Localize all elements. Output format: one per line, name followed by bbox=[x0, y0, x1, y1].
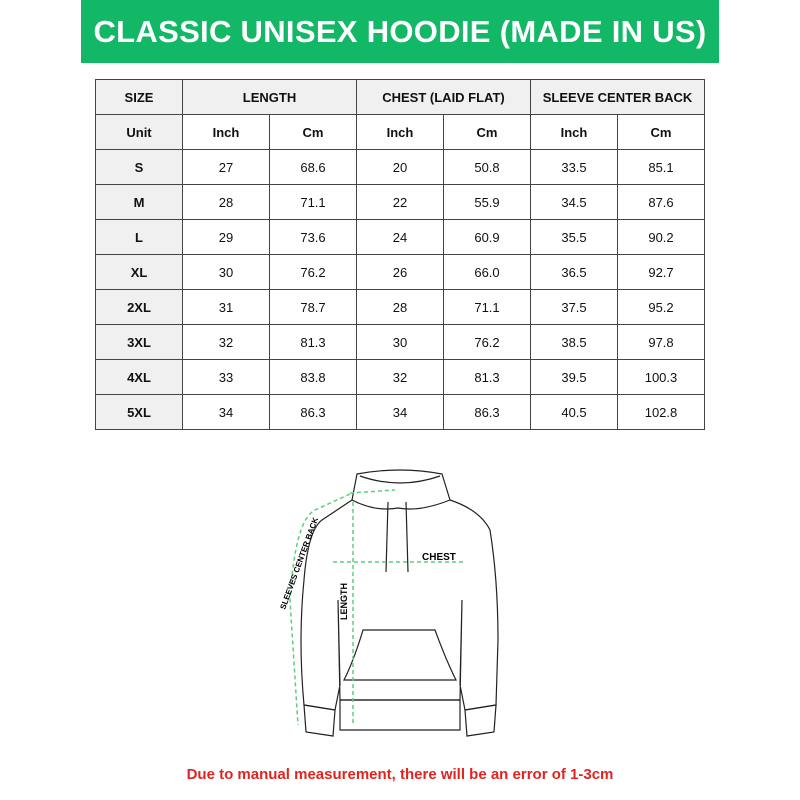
value-cell: 100.3 bbox=[617, 359, 705, 395]
measure-lines bbox=[289, 489, 463, 726]
size-cell: L bbox=[95, 219, 183, 255]
unit-cm: Cm bbox=[269, 114, 357, 150]
value-cell: 32 bbox=[356, 359, 444, 395]
size-cell: 3XL bbox=[95, 324, 183, 360]
title-banner: CLASSIC UNISEX HOODIE (MADE IN US) bbox=[81, 0, 719, 63]
value-cell: 22 bbox=[356, 184, 444, 220]
value-cell: 35.5 bbox=[530, 219, 618, 255]
unit-label: Unit bbox=[95, 114, 183, 150]
value-cell: 60.9 bbox=[443, 219, 531, 255]
value-cell: 102.8 bbox=[617, 394, 705, 430]
value-cell: 38.5 bbox=[530, 324, 618, 360]
chest-label: CHEST bbox=[422, 552, 456, 563]
value-cell: 33 bbox=[182, 359, 270, 395]
value-cell: 86.3 bbox=[269, 394, 357, 430]
size-cell: 2XL bbox=[95, 289, 183, 325]
table-row: S 27 68.6 20 50.8 33.5 85.1 bbox=[95, 149, 705, 185]
table-row: 2XL 31 78.7 28 71.1 37.5 95.2 bbox=[95, 289, 705, 325]
value-cell: 73.6 bbox=[269, 219, 357, 255]
value-cell: 86.3 bbox=[443, 394, 531, 430]
value-cell: 30 bbox=[182, 254, 270, 290]
value-cell: 95.2 bbox=[617, 289, 705, 325]
value-cell: 34.5 bbox=[530, 184, 618, 220]
value-cell: 68.6 bbox=[269, 149, 357, 185]
value-cell: 29 bbox=[182, 219, 270, 255]
value-cell: 34 bbox=[182, 394, 270, 430]
value-cell: 33.5 bbox=[530, 149, 618, 185]
table-row: 4XL 33 83.8 32 81.3 39.5 100.3 bbox=[95, 359, 705, 395]
value-cell: 85.1 bbox=[617, 149, 705, 185]
size-cell: M bbox=[95, 184, 183, 220]
value-cell: 76.2 bbox=[269, 254, 357, 290]
value-cell: 71.1 bbox=[269, 184, 357, 220]
table-row: L 29 73.6 24 60.9 35.5 90.2 bbox=[95, 219, 705, 255]
table-row: 5XL 34 86.3 34 86.3 40.5 102.8 bbox=[95, 394, 705, 430]
value-cell: 40.5 bbox=[530, 394, 618, 430]
size-cell: S bbox=[95, 149, 183, 185]
unit-inch: Inch bbox=[182, 114, 270, 150]
hoodie-outline bbox=[300, 469, 499, 737]
header-sleeve: SLEEVE CENTER BACK bbox=[530, 79, 705, 115]
sleeve-label: SLEEVES CENTER BACK bbox=[278, 516, 320, 611]
header-length: LENGTH bbox=[182, 79, 357, 115]
page-title: CLASSIC UNISEX HOODIE (MADE IN US) bbox=[93, 13, 707, 49]
value-cell: 24 bbox=[356, 219, 444, 255]
value-cell: 83.8 bbox=[269, 359, 357, 395]
table-row: M 28 71.1 22 55.9 34.5 87.6 bbox=[95, 184, 705, 220]
value-cell: 37.5 bbox=[530, 289, 618, 325]
size-cell: 5XL bbox=[95, 394, 183, 430]
value-cell: 28 bbox=[182, 184, 270, 220]
value-cell: 20 bbox=[356, 149, 444, 185]
value-cell: 27 bbox=[182, 149, 270, 185]
hoodie-diagram: CHEST LENGTH SLEEVES CENTER BACK bbox=[278, 469, 499, 737]
table-row: 3XL 32 81.3 30 76.2 38.5 97.8 bbox=[95, 324, 705, 360]
unit-cm: Cm bbox=[443, 114, 531, 150]
value-cell: 76.2 bbox=[443, 324, 531, 360]
unit-inch: Inch bbox=[356, 114, 444, 150]
value-cell: 87.6 bbox=[617, 184, 705, 220]
unit-row: Unit Inch Cm Inch Cm Inch Cm bbox=[95, 114, 705, 150]
size-cell: XL bbox=[95, 254, 183, 290]
value-cell: 92.7 bbox=[617, 254, 705, 290]
value-cell: 97.8 bbox=[617, 324, 705, 360]
value-cell: 36.5 bbox=[530, 254, 618, 290]
table-row: XL 30 76.2 26 66.0 36.5 92.7 bbox=[95, 254, 705, 290]
value-cell: 90.2 bbox=[617, 219, 705, 255]
value-cell: 81.3 bbox=[269, 324, 357, 360]
value-cell: 81.3 bbox=[443, 359, 531, 395]
value-cell: 39.5 bbox=[530, 359, 618, 395]
measurement-note: Due to manual measurement, there will be… bbox=[186, 766, 614, 783]
value-cell: 55.9 bbox=[443, 184, 531, 220]
header-chest: CHEST (LAID FLAT) bbox=[356, 79, 531, 115]
value-cell: 31 bbox=[182, 289, 270, 325]
value-cell: 32 bbox=[182, 324, 270, 360]
header-size: SIZE bbox=[95, 79, 183, 115]
value-cell: 50.8 bbox=[443, 149, 531, 185]
value-cell: 34 bbox=[356, 394, 444, 430]
value-cell: 66.0 bbox=[443, 254, 531, 290]
value-cell: 28 bbox=[356, 289, 444, 325]
header-row: SIZE LENGTH CHEST (LAID FLAT) SLEEVE CEN… bbox=[95, 79, 705, 115]
value-cell: 78.7 bbox=[269, 289, 357, 325]
size-table: SIZE LENGTH CHEST (LAID FLAT) SLEEVE CEN… bbox=[95, 79, 705, 430]
value-cell: 30 bbox=[356, 324, 444, 360]
unit-inch: Inch bbox=[530, 114, 618, 150]
value-cell: 71.1 bbox=[443, 289, 531, 325]
length-label: LENGTH bbox=[339, 583, 349, 620]
size-cell: 4XL bbox=[95, 359, 183, 395]
value-cell: 26 bbox=[356, 254, 444, 290]
unit-cm: Cm bbox=[617, 114, 705, 150]
